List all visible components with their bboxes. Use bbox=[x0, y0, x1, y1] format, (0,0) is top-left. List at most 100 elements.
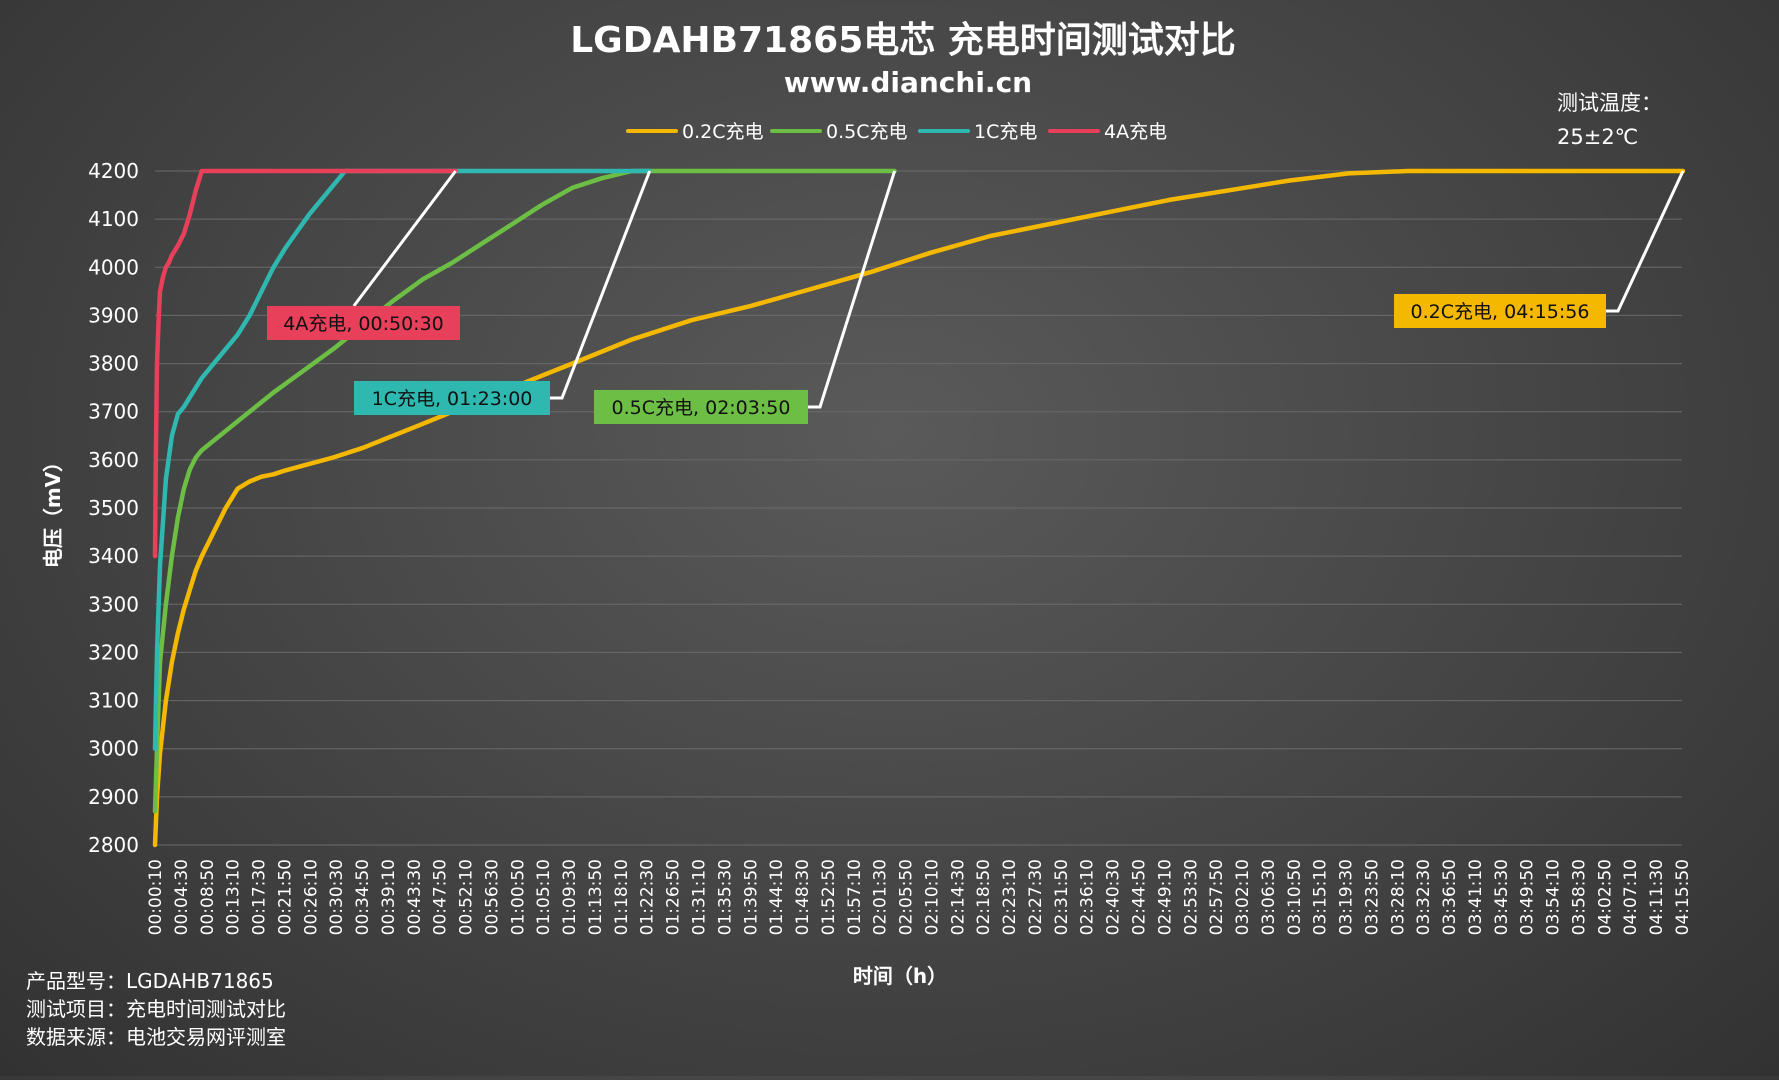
callout-label-0_5C: 0.5C充电, 02:03:50 bbox=[612, 397, 791, 419]
x-tick-label: 00:00:10 bbox=[146, 859, 166, 935]
x-tick-label: 03:45:30 bbox=[1492, 859, 1512, 935]
x-tick-label: 02:36:10 bbox=[1078, 859, 1098, 935]
x-tick-label: 03:54:10 bbox=[1544, 859, 1564, 935]
x-tick-label: 00:04:30 bbox=[172, 859, 192, 935]
y-tick-label: 2900 bbox=[88, 785, 139, 809]
x-tick-label: 01:39:50 bbox=[741, 859, 761, 935]
callout-box-4A bbox=[267, 306, 460, 340]
callout-label-1C: 1C充电, 01:23:00 bbox=[372, 388, 533, 410]
x-tick-label: 03:06:30 bbox=[1259, 859, 1279, 935]
y-tick-label: 4100 bbox=[88, 207, 139, 231]
x-tick-label: 03:32:30 bbox=[1414, 859, 1434, 935]
x-tick-label: 03:19:30 bbox=[1337, 859, 1357, 935]
x-tick-label: 02:31:50 bbox=[1052, 859, 1072, 935]
x-tick-label: 01:48:30 bbox=[793, 859, 813, 935]
y-tick-label: 3900 bbox=[88, 303, 139, 327]
y-tick-label: 3100 bbox=[88, 689, 139, 713]
y-tick-label: 3400 bbox=[88, 544, 139, 568]
x-tick-label: 01:52:50 bbox=[819, 859, 839, 935]
callout-box-0_5C bbox=[594, 390, 808, 424]
footer-data-source: 数据来源：电池交易网评测室 bbox=[26, 1025, 286, 1049]
legend-label: 4A充电 bbox=[1104, 121, 1167, 143]
x-tick-label: 01:00:50 bbox=[508, 859, 528, 935]
y-tick-label: 2800 bbox=[88, 833, 139, 857]
x-tick-label: 02:23:10 bbox=[1000, 859, 1020, 935]
grid-layer bbox=[155, 170, 1682, 846]
x-tick-label: 04:02:50 bbox=[1595, 859, 1615, 935]
x-tick-label: 01:26:50 bbox=[664, 859, 684, 935]
x-tick-label: 03:58:30 bbox=[1569, 859, 1589, 935]
x-tick-label: 03:28:10 bbox=[1388, 859, 1408, 935]
x-tick-label: 00:26:10 bbox=[301, 859, 321, 935]
x-tick-label: 00:17:30 bbox=[250, 859, 270, 935]
x-tick-label: 01:18:10 bbox=[612, 859, 632, 935]
x-tick-label: 02:57:50 bbox=[1207, 859, 1227, 935]
x-tick-label: 02:14:30 bbox=[948, 859, 968, 935]
callout-label-0_2C: 0.2C充电, 04:15:56 bbox=[1411, 301, 1590, 323]
legend-label: 1C充电 bbox=[974, 121, 1037, 143]
x-tick-label: 04:15:50 bbox=[1673, 859, 1693, 935]
x-axis-title: 时间（h） bbox=[853, 964, 947, 988]
x-tick-label: 03:36:50 bbox=[1440, 859, 1460, 935]
y-tick-label: 3200 bbox=[88, 640, 139, 664]
callout-layer: 0.2C充电, 04:15:56 0.5C充电, 02:03:50 1C充电, 01… bbox=[267, 170, 1685, 424]
x-tick-label: 01:09:30 bbox=[560, 859, 580, 935]
series-line-4A bbox=[152, 168, 458, 559]
x-tick-label: 00:56:30 bbox=[482, 859, 502, 935]
x-tick-label: 00:47:50 bbox=[431, 859, 451, 935]
y-tick-label: 3600 bbox=[88, 448, 139, 472]
x-tick-label: 02:27:30 bbox=[1026, 859, 1046, 935]
y-tick-label: 4000 bbox=[88, 255, 139, 279]
x-tick-label: 02:18:50 bbox=[974, 859, 994, 935]
temperature-value: 25±2℃ bbox=[1557, 125, 1638, 149]
x-tick-label: 00:21:50 bbox=[275, 859, 295, 935]
x-tick-label: 04:11:30 bbox=[1647, 859, 1667, 935]
x-tick-label: 02:44:50 bbox=[1129, 859, 1149, 935]
callout-leader-0_5C bbox=[808, 170, 897, 409]
x-tick-label: 00:13:10 bbox=[224, 859, 244, 935]
x-tick-label: 03:23:50 bbox=[1362, 859, 1382, 935]
y-tick-label: 4200 bbox=[88, 159, 139, 183]
footer-test-item: 测试项目：充电时间测试对比 bbox=[26, 997, 286, 1021]
chart-subtitle: www.dianchi.cn bbox=[784, 66, 1032, 99]
y-tick-label: 3800 bbox=[88, 352, 139, 376]
chart-title: LGDAHB71865电芯 充电时间测试对比 bbox=[570, 20, 1236, 61]
y-tick-label: 3000 bbox=[88, 737, 139, 761]
y-axis-title: 电压（mV） bbox=[41, 452, 65, 568]
x-tick-label: 01:13:50 bbox=[586, 859, 606, 935]
legend-label: 0.5C充电 bbox=[826, 121, 907, 143]
y-tick-label: 3500 bbox=[88, 496, 139, 520]
x-tick-label: 02:01:30 bbox=[871, 859, 891, 935]
x-tick-label: 03:49:50 bbox=[1518, 859, 1538, 935]
x-tick-label: 00:39:10 bbox=[379, 859, 399, 935]
footer-product-model: 产品型号：LGDAHB71865 bbox=[26, 969, 274, 993]
x-tick-label: 02:53:30 bbox=[1181, 859, 1201, 935]
callout-leader-4A bbox=[352, 170, 457, 307]
legend: 0.2C充电 0.5C充电 1C充电 4A充电 bbox=[626, 121, 1167, 143]
y-tick-label: 3300 bbox=[88, 592, 139, 616]
x-tick-label: 02:40:30 bbox=[1104, 859, 1124, 935]
x-tick-label: 01:22:30 bbox=[638, 859, 658, 935]
x-tick-label: 00:52:10 bbox=[457, 859, 477, 935]
callout-leader-0_2C bbox=[1606, 170, 1685, 313]
x-tick-label: 04:07:10 bbox=[1621, 859, 1641, 935]
callout-label-4A: 4A充电, 00:50:30 bbox=[283, 313, 444, 335]
y-tick-layer: 2800 2900 3000 3100 3200 3300 3400 3500 3600 3700… bbox=[88, 159, 139, 857]
temperature-label: 测试温度： bbox=[1557, 91, 1662, 115]
x-tick-label: 03:15:10 bbox=[1311, 859, 1331, 935]
x-tick-label: 03:10:50 bbox=[1285, 859, 1305, 935]
x-tick-label: 00:34:50 bbox=[353, 859, 373, 935]
x-tick-label: 00:43:30 bbox=[405, 859, 425, 935]
x-tick-layer: 00:00:10 00:04:30 00:08:50 00:13:10 00:17:30… bbox=[146, 859, 1693, 935]
x-tick-label: 03:41:10 bbox=[1466, 859, 1486, 935]
x-tick-label: 02:49:10 bbox=[1155, 859, 1175, 935]
legend-label: 0.2C充电 bbox=[682, 121, 763, 143]
x-tick-label: 02:10:10 bbox=[922, 859, 942, 935]
x-tick-label: 01:44:10 bbox=[767, 859, 787, 935]
callout-box-0_2C bbox=[1394, 294, 1606, 328]
x-tick-label: 01:31:10 bbox=[690, 859, 710, 935]
x-tick-label: 00:08:50 bbox=[198, 859, 218, 935]
x-tick-label: 01:05:10 bbox=[534, 859, 554, 935]
